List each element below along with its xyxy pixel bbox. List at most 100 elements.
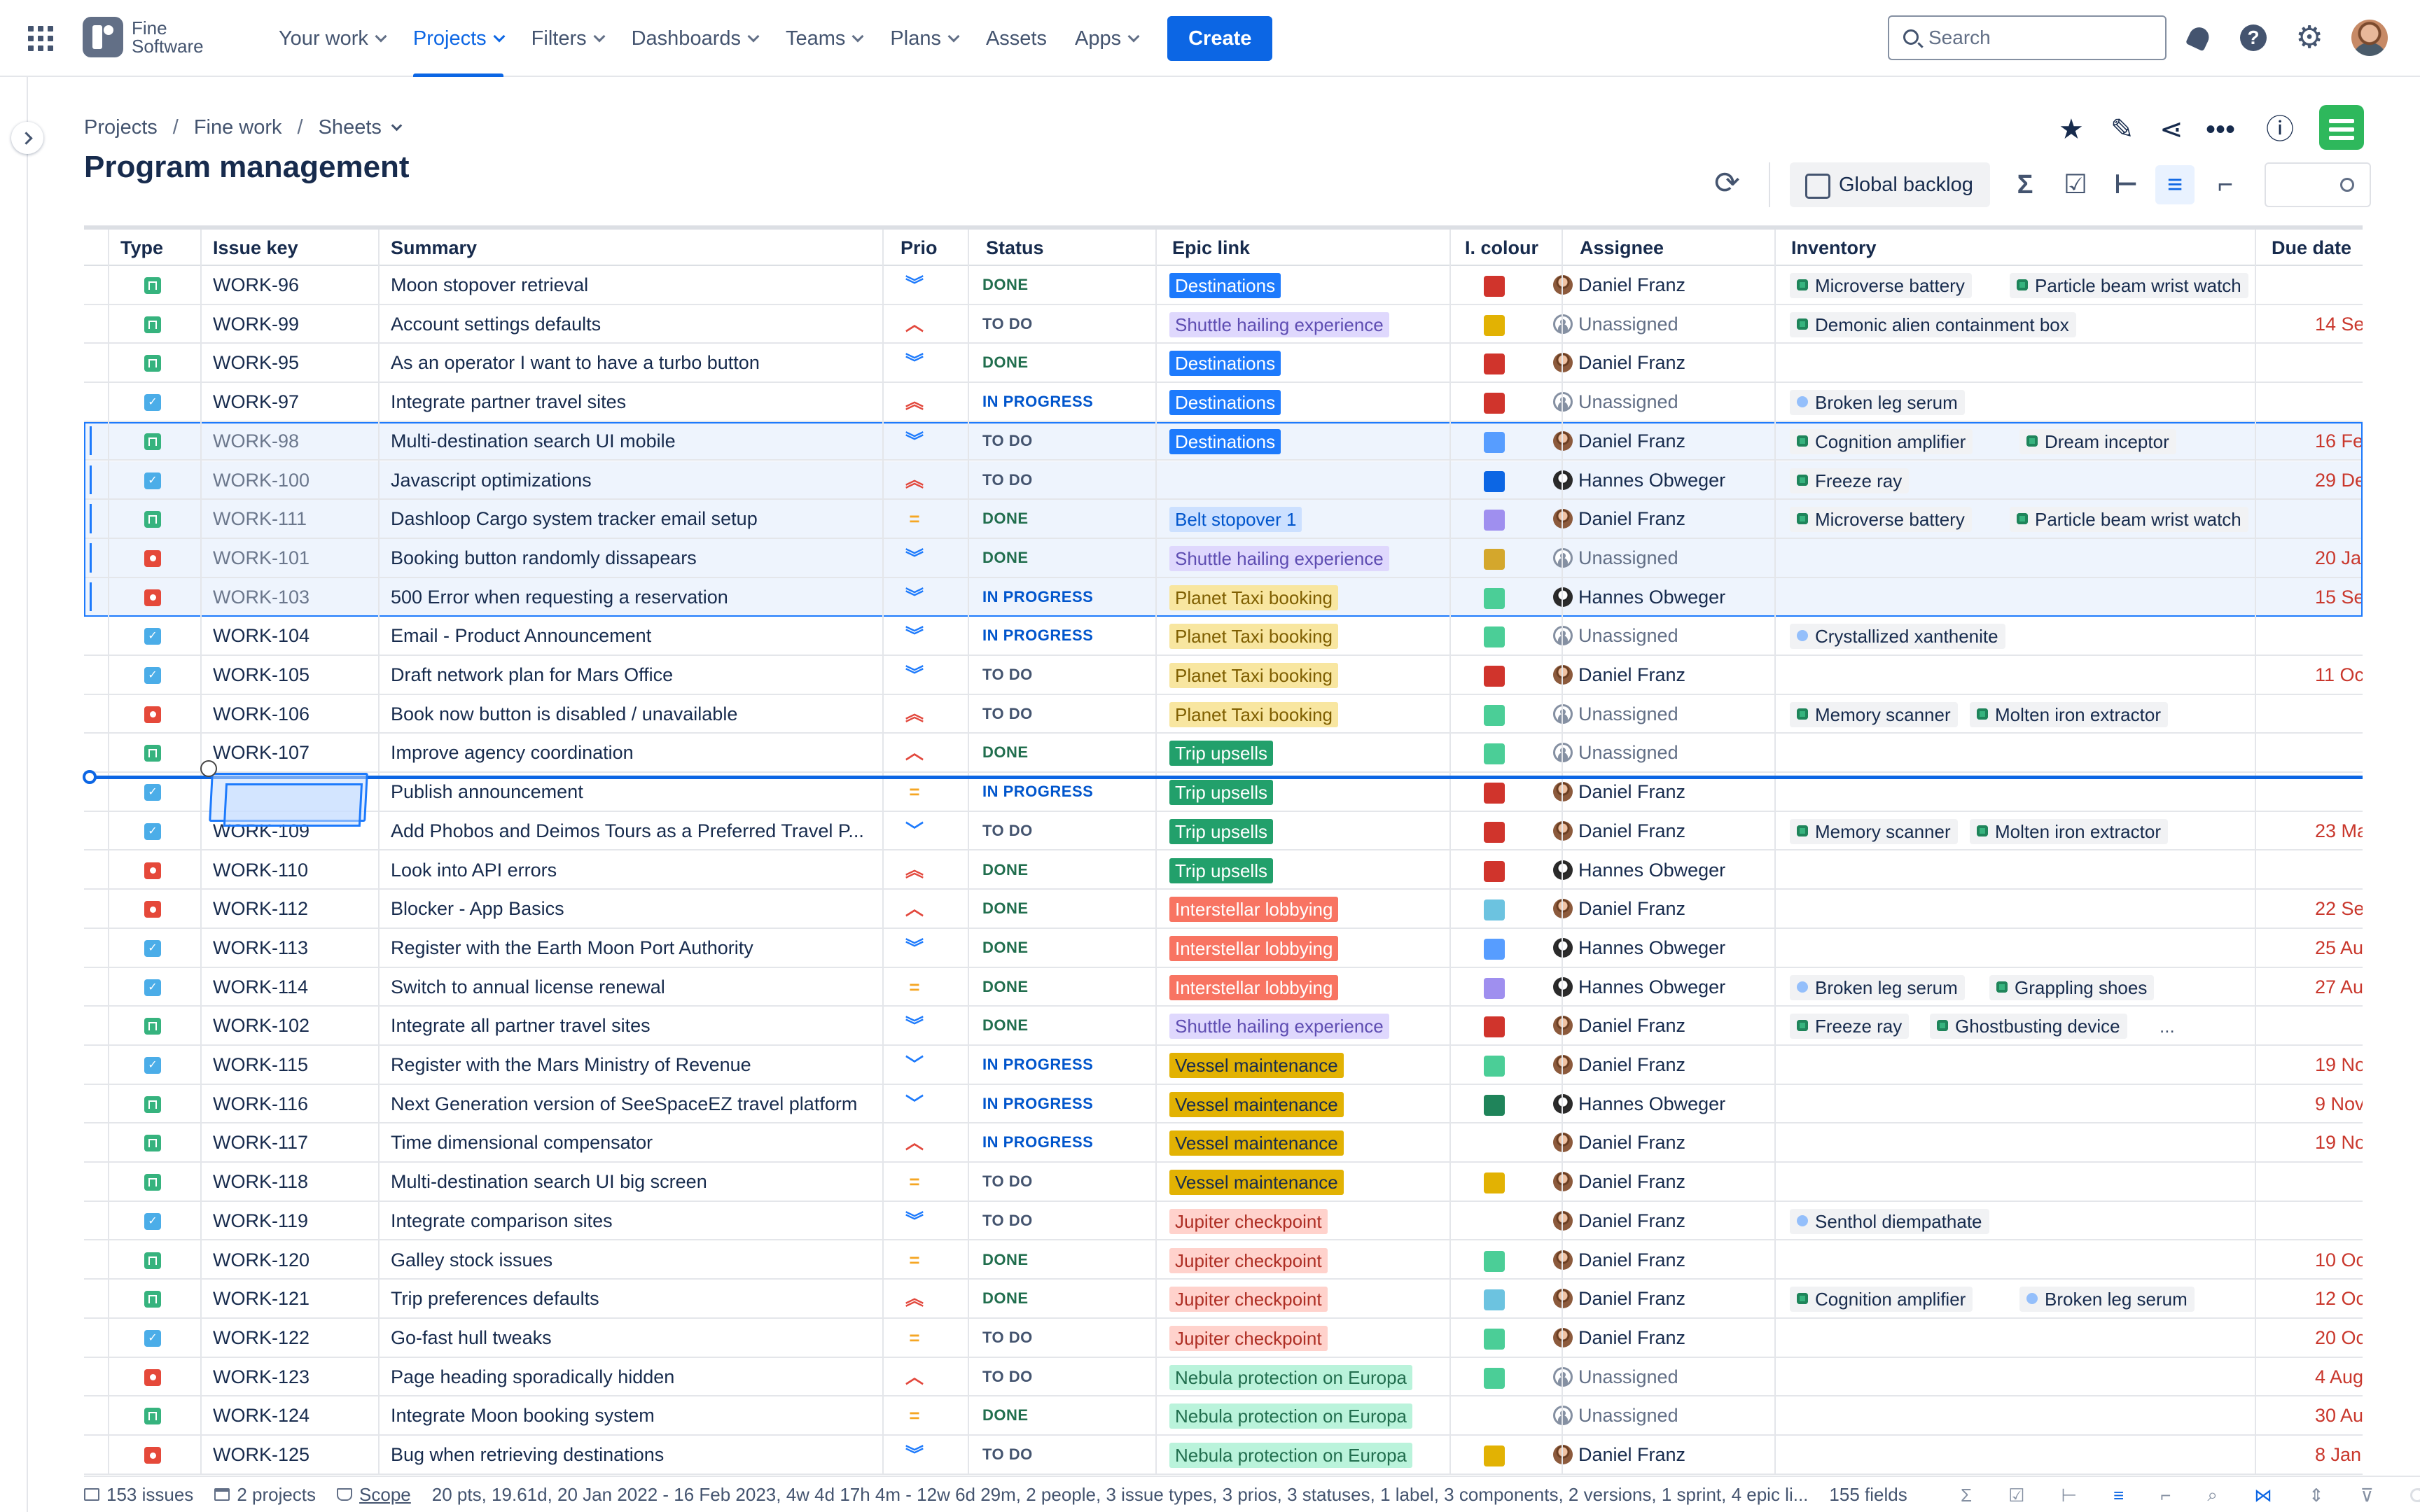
summary-cell[interactable]: Page heading sporadically hidden [391,1366,675,1387]
issue-key[interactable]: WORK-117 [213,1132,309,1154]
epic-link[interactable]: Vessel maintenance [1169,1053,1344,1078]
summary-cell[interactable]: Integrate Moon booking system [391,1405,655,1427]
issue-colour-swatch[interactable] [1484,470,1505,492]
status-lozenge[interactable]: DONE [982,1016,1029,1035]
row-height-icon[interactable]: ≡ [2155,165,2195,204]
status-lozenge[interactable]: IN PROGRESS [982,1094,1094,1112]
issue-key[interactable]: WORK-106 [213,703,310,724]
issue-colour-swatch[interactable] [1484,1016,1505,1038]
assignee-cell[interactable]: Daniel Franz [1553,656,1685,694]
inventory-chip[interactable]: Microverse battery [1790,273,1972,298]
due-date[interactable]: 30 Aug 202 [2315,1405,2363,1427]
assignee-cell[interactable]: Unassigned [1553,617,1678,654]
summary-cell[interactable]: Add Phobos and Deimos Tours as a Preferr… [391,820,864,841]
due-date[interactable]: 20 Jan 202 [2315,547,2363,568]
nav-item-filters[interactable]: Filters [517,0,618,77]
assignee-cell[interactable]: Hannes Obweger [1553,968,1725,1006]
epic-link[interactable]: Jupiter checkpoint [1169,1325,1328,1351]
inventory-chip[interactable]: Particle beam wrist watch [2010,273,2248,298]
status-lozenge[interactable]: IN PROGRESS [982,1133,1094,1152]
inventory-chip[interactable]: Broken leg serum [1790,974,1965,1000]
search-icon[interactable]: ⌕ [2207,1484,2218,1505]
summary-cell[interactable]: Improve agency coordination [391,742,634,764]
assignee-cell[interactable]: Daniel Franz [1553,773,1685,811]
priority-low-icon[interactable]: ︾ [905,1444,924,1465]
nav-item-teams[interactable]: Teams [772,0,876,77]
row-drag-handle[interactable] [90,542,92,573]
priority-medium-icon[interactable]: = [909,1326,920,1348]
priority-low-icon[interactable]: ︾ [905,586,924,608]
issue-key[interactable]: WORK-122 [213,1326,310,1348]
status-lozenge[interactable]: TO DO [982,314,1033,332]
column-header-epic-link[interactable]: Epic link [1172,237,1251,258]
column-header-assignee[interactable]: Assignee [1580,237,1664,258]
table-row[interactable]: WORK-107 Improve agency coordination ︿ DONE… [84,734,2363,774]
table-row[interactable]: WORK-112 Blocker - App Basics ︿ DONE Interst… [84,890,2363,929]
row-drag-handle[interactable] [90,426,92,456]
table-row[interactable]: WORK-97 Integrate partner travel sites ︽ IN… [84,383,2363,422]
summary-cell[interactable]: Trip preferences defaults [391,1288,599,1310]
status-lozenge[interactable]: DONE [982,548,1029,566]
priority-highest-icon[interactable]: ︽ [905,391,924,413]
assignee-cell[interactable]: Daniel Franz [1553,1202,1685,1240]
epic-link[interactable]: Destinations [1169,390,1281,416]
priority-high-icon[interactable]: ︿ [905,1366,924,1387]
epic-link[interactable]: Interstellar lobbying [1169,935,1339,961]
priority-high-icon[interactable]: ︿ [905,1132,924,1154]
assignee-cell[interactable]: Unassigned [1553,383,1678,421]
table-search-input[interactable] [2265,162,2371,207]
hierarchy-icon[interactable]: ⊢ [2061,1484,2078,1506]
search-input[interactable]: Search [1888,15,2167,60]
due-date[interactable]: 19 Nov 202 [2315,1132,2363,1154]
table-row[interactable]: WORK-103 500 Error when requesting a rese… [84,578,2363,617]
inventory-chip[interactable]: Crystallized xanthenite [1790,624,2005,650]
due-date[interactable]: 23 Mar 202 [2315,820,2363,841]
status-lozenge[interactable]: TO DO [982,1328,1033,1346]
table-row[interactable]: WORK-120 Galley stock issues = DONE Jupiter … [84,1241,2363,1280]
assignee-cell[interactable]: Daniel Franz [1553,1163,1685,1200]
row-height-icon[interactable]: ≡ [2113,1484,2125,1506]
summary-cell[interactable]: Switch to annual license renewal [391,976,665,997]
inventory-chip[interactable]: Broken leg serum [1790,390,1965,416]
epic-link[interactable]: Jupiter checkpoint [1169,1208,1328,1234]
inventory-chip[interactable]: Ghostbusting device [1930,1014,2127,1040]
issue-colour-swatch[interactable] [1484,783,1505,804]
inventory-chip[interactable]: Demonic alien containment box [1790,312,2076,337]
issue-colour-swatch[interactable] [1484,314,1505,336]
issue-key[interactable]: WORK-118 [213,1171,309,1193]
summary-cell[interactable]: Multi-destination search UI big screen [391,1171,707,1193]
status-lozenge[interactable]: TO DO [982,470,1033,489]
issue-key[interactable]: WORK-120 [213,1249,310,1270]
table-row[interactable]: WORK-101 Booking button randomly dissapea… [84,538,2363,578]
due-date[interactable]: 16 Feb 202 [2315,430,2363,451]
nav-item-dashboards[interactable]: Dashboards [618,0,772,77]
issue-key[interactable]: WORK-98 [213,430,300,451]
issue-key[interactable]: WORK-112 [213,898,309,920]
assignee-cell[interactable]: Unassigned [1553,539,1678,577]
status-lozenge[interactable]: DONE [982,1250,1029,1268]
issue-colour-swatch[interactable] [1484,1446,1505,1466]
epic-link[interactable]: Vessel maintenance [1169,1091,1344,1117]
apps-grid-icon[interactable] [28,26,53,51]
status-lozenge[interactable]: IN PROGRESS [982,626,1094,645]
issue-key[interactable]: WORK-107 [213,742,310,764]
status-lozenge[interactable]: TO DO [982,1172,1033,1191]
table-row[interactable]: WORK-100 Javascript optimizations ︽ TO DO Ha… [84,461,2363,500]
priority-high-icon[interactable]: ︿ [905,313,924,335]
table-row[interactable]: WORK-106 Book now button is disabled / un… [84,695,2363,734]
issue-key[interactable]: WORK-111 [213,508,307,530]
summary-cell[interactable]: Account settings defaults [391,313,601,335]
issue-colour-swatch[interactable] [1484,1367,1505,1389]
assignee-cell[interactable]: Daniel Franz [1553,1280,1685,1317]
status-lozenge[interactable]: IN PROGRESS [982,587,1094,606]
summary-cell[interactable]: Integrate comparison sites [391,1210,613,1231]
assignee-cell[interactable]: Daniel Franz [1553,344,1685,382]
more-icon[interactable]: ••• [2206,114,2236,145]
table-row[interactable]: WORK-96 Moon stopover retrieval ︾ DONE Desti… [84,266,2363,305]
priority-low-icon[interactable]: ︾ [905,547,924,568]
inventory-chip[interactable]: Freeze ray [1790,468,1910,493]
status-lozenge[interactable]: TO DO [982,1211,1033,1229]
summary-cell[interactable]: Email - Product Announcement [391,625,652,647]
priority-lowest-icon[interactable]: ﹀ [905,1093,924,1114]
issue-key[interactable]: WORK-114 [213,976,309,997]
